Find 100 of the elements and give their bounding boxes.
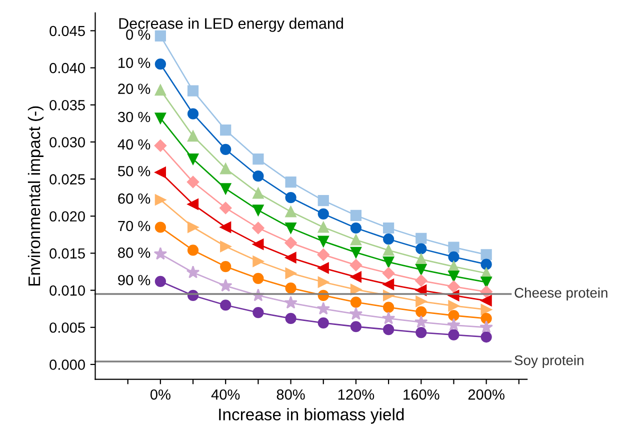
point xyxy=(448,280,460,293)
point xyxy=(318,208,329,220)
point xyxy=(285,312,296,324)
point xyxy=(480,312,492,324)
point xyxy=(350,321,362,332)
point xyxy=(349,307,363,320)
point xyxy=(220,202,232,214)
point xyxy=(382,278,394,290)
point xyxy=(285,268,296,279)
point xyxy=(252,204,264,216)
y-axis-title: Environmental impact (-) xyxy=(28,106,44,286)
y-tick-label: 0.040 xyxy=(50,62,85,74)
x-axis-title: Increase in biomass yield xyxy=(219,408,404,424)
point xyxy=(220,144,232,155)
point xyxy=(252,188,264,199)
point xyxy=(350,246,362,258)
y-tick-label: 0.010 xyxy=(50,285,85,296)
point xyxy=(187,85,199,96)
series-label: 30 % xyxy=(118,112,150,122)
series-label: 0 % xyxy=(126,30,150,40)
point xyxy=(154,166,166,178)
point xyxy=(350,258,362,272)
point xyxy=(285,282,296,294)
series-label: 20 % xyxy=(118,84,150,94)
point xyxy=(154,84,166,96)
point xyxy=(480,276,492,288)
y-tick-label: 0.035 xyxy=(50,100,85,110)
point xyxy=(382,324,394,336)
y-tick-label: 0.045 xyxy=(50,26,85,36)
series-label: 10 % xyxy=(118,58,150,68)
point xyxy=(187,244,199,256)
point xyxy=(382,312,396,324)
point xyxy=(350,271,362,282)
point xyxy=(252,222,264,234)
point xyxy=(382,222,394,234)
point xyxy=(480,320,493,334)
point xyxy=(285,192,296,204)
series-label: 90 % xyxy=(118,274,150,286)
point xyxy=(220,163,232,174)
point xyxy=(220,222,232,233)
point xyxy=(416,254,427,265)
point xyxy=(252,153,264,165)
point xyxy=(382,244,394,256)
series-label: 80 % xyxy=(118,248,150,258)
point xyxy=(318,222,329,233)
point xyxy=(285,206,296,218)
point xyxy=(318,195,329,206)
point xyxy=(416,264,427,276)
point xyxy=(220,124,232,136)
point xyxy=(448,310,460,322)
series-label: 40 % xyxy=(118,139,150,150)
y-tick-label: 0.020 xyxy=(50,211,85,222)
point xyxy=(220,183,232,194)
point xyxy=(218,278,232,292)
y-tick-label: 0.000 xyxy=(50,360,85,370)
point xyxy=(448,300,460,312)
point xyxy=(318,276,329,288)
x-tick-label: 0% xyxy=(150,389,170,400)
point xyxy=(154,112,166,124)
point xyxy=(186,266,200,278)
point xyxy=(252,306,264,318)
point xyxy=(416,306,427,318)
point xyxy=(448,251,460,262)
point xyxy=(154,222,166,233)
point xyxy=(480,304,492,316)
series-label: 60 % xyxy=(118,193,150,204)
point xyxy=(252,170,264,182)
y-tick-label: 0.005 xyxy=(50,322,85,333)
point xyxy=(318,317,329,328)
point xyxy=(252,272,264,284)
ref-line-label: Soy protein xyxy=(514,355,584,368)
point xyxy=(416,296,427,307)
point xyxy=(350,284,362,296)
point xyxy=(318,262,329,274)
series-label: 50 % xyxy=(118,166,150,176)
y-tick-label: 0.025 xyxy=(50,174,85,184)
point xyxy=(350,296,362,308)
point xyxy=(480,249,492,260)
point xyxy=(285,222,296,234)
point xyxy=(154,247,168,260)
point xyxy=(448,270,460,282)
point xyxy=(382,267,395,280)
point xyxy=(154,58,166,70)
point xyxy=(316,302,330,315)
x-tick-label: 120% xyxy=(338,389,374,400)
point xyxy=(382,256,394,268)
point xyxy=(480,258,492,270)
point xyxy=(480,295,492,306)
point xyxy=(382,302,394,313)
point xyxy=(220,300,232,311)
x-tick-label: 40% xyxy=(211,389,240,400)
x-tick-label: 80% xyxy=(276,389,305,400)
x-tick-label: 160% xyxy=(404,389,440,400)
point xyxy=(154,140,167,152)
point xyxy=(416,232,427,244)
point xyxy=(285,252,296,264)
point xyxy=(220,240,232,252)
point xyxy=(186,176,200,188)
point xyxy=(448,242,460,253)
point xyxy=(187,153,199,165)
